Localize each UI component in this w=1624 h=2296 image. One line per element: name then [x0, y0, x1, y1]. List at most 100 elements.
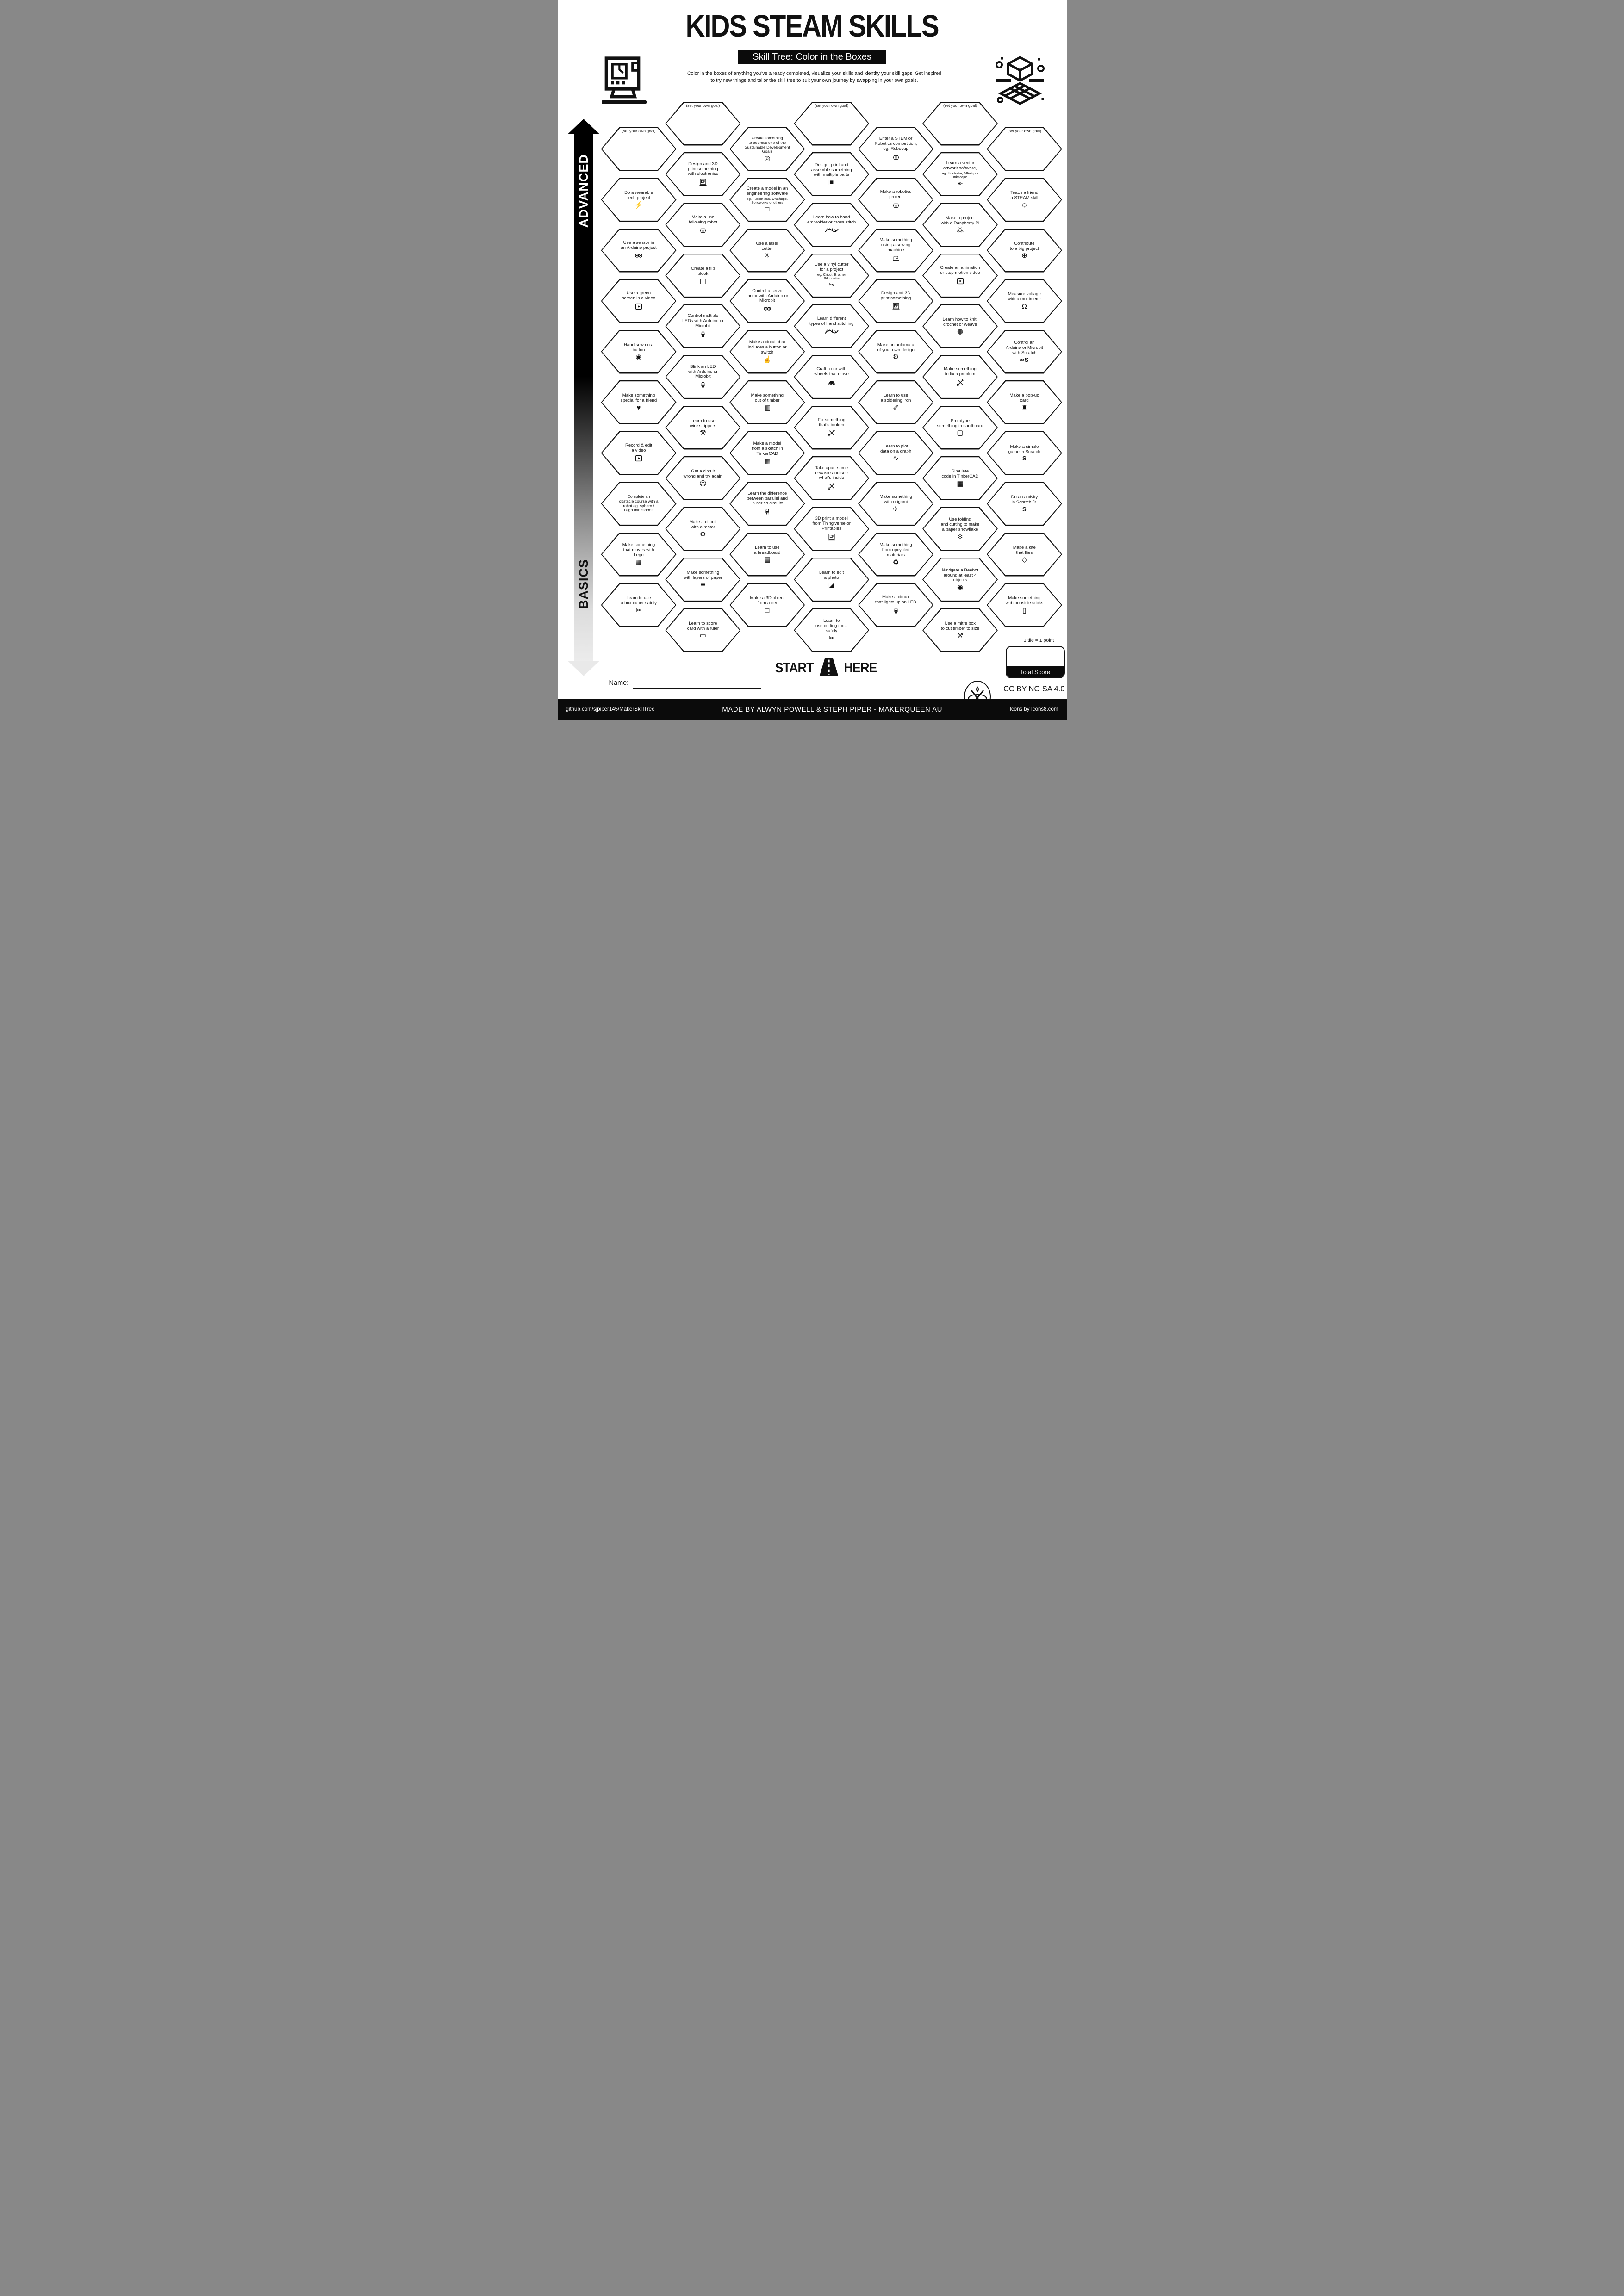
skill-hex[interactable]: Make something with origami ✈ [858, 482, 934, 526]
skill-hex[interactable]: Design, print and assemble something wit… [794, 152, 870, 196]
total-score-box[interactable]: Total Score [1005, 646, 1065, 678]
skill-hex[interactable]: Make a circuit that lights up an LED [858, 583, 934, 627]
github-link[interactable]: github.com/sjpiper145/MakerSkillTree [566, 707, 655, 712]
skill-hex[interactable]: Make a circuit that includes a button or… [729, 329, 805, 374]
skill-hex[interactable]: Do a wearable tech project ⚡ [601, 178, 677, 222]
hex-label: Complete an obstacle course with a robot… [619, 494, 659, 513]
skill-hex[interactable]: Learn to use a soldering iron ✐ [858, 380, 934, 424]
goal-hex[interactable]: (set your own goal) [665, 101, 741, 146]
skill-hex[interactable]: Design and 3D print something with elect… [665, 152, 741, 196]
skill-hex[interactable]: Use folding and cutting to make a paper … [922, 507, 998, 551]
skill-hex[interactable]: Make something special for a friend ♥ [601, 380, 677, 424]
hex-label: Contribute to a big project [1009, 241, 1039, 251]
name-line[interactable] [633, 688, 761, 689]
skill-hex[interactable]: Create a flip blook ◫ [665, 254, 741, 298]
icons8-credit[interactable]: Icons by Icons8.com [1009, 707, 1058, 712]
goal-hex[interactable]: (set your own goal) [794, 101, 870, 146]
skill-hex[interactable]: Control multiple LEDs with Arduino or Mi… [665, 304, 741, 348]
skill-hex[interactable]: Use a vinyl cutter for a project eg. Cric… [794, 254, 870, 298]
skill-hex[interactable]: Record & edit a video [601, 431, 677, 475]
skill-hex[interactable]: Make something from upcycled materials ♻ [858, 532, 934, 577]
skill-hex[interactable]: Fix something that's broken [794, 405, 870, 450]
skill-hex[interactable]: Learn to use wire strippers ⚒ [665, 405, 741, 450]
skill-hex[interactable]: Learn different types of hand stitching [794, 304, 870, 348]
photo-icon: ◪ [828, 581, 835, 589]
skill-hex[interactable]: Learn to score card with a ruler ▭ [665, 608, 741, 652]
hex-label: Take apart some e-waste and see what's i… [815, 465, 848, 481]
skill-hex[interactable]: Use a green screen in a video [601, 279, 677, 323]
skill-hex[interactable]: Make a simple game in Scratch S [986, 431, 1062, 475]
skill-hex[interactable]: Simulate code in TinkerCAD ▦ [922, 456, 998, 500]
skill-hex[interactable]: Make something with layers of paper ≣ [665, 558, 741, 602]
skill-hex[interactable]: Learn to plot data on a graph ∿ [858, 431, 934, 475]
skill-hex[interactable]: Learn how to hand embroider or cross sti… [794, 203, 870, 247]
skill-hex[interactable]: Make something to fix a problem [922, 355, 998, 399]
skill-hex[interactable]: Do an activity in Scratch Jr. S [986, 482, 1062, 526]
skill-hex[interactable]: Hand sew on a button ◉ [601, 329, 677, 374]
skill-hex[interactable]: Create something to address one of the S… [729, 127, 805, 171]
skill-hex[interactable]: Make an automata of your own design ⚙ [858, 329, 934, 374]
skill-hex[interactable]: Measure voltage with a multimeter Ω [986, 279, 1062, 323]
skill-hex[interactable]: Prototype something in cardboard ▢ [922, 405, 998, 450]
hex-fill [602, 584, 676, 626]
skill-hex[interactable]: Make a project with a Raspberry Pi ⁂ [922, 203, 998, 247]
skill-hex[interactable]: Contribute to a big project ⊕ [986, 228, 1062, 273]
skill-hex[interactable]: Enter a STEM or Robotics competition, eg… [858, 127, 934, 171]
hex-label: Use folding and cutting to make a paper … [940, 517, 980, 532]
hex-fill [859, 432, 933, 474]
skill-hex[interactable]: Learn to use cutting tools safely ✂ [794, 608, 870, 652]
skill-hex[interactable]: Design and 3D print something [858, 279, 934, 323]
3d-printer-illustration [601, 55, 648, 109]
skill-hex[interactable]: Control a servo motor with Arduino or Mi… [729, 279, 805, 323]
skill-hex[interactable]: Make something that moves with Lego ▦ [601, 532, 677, 577]
skill-hex[interactable]: Craft a car with wheels that move [794, 355, 870, 399]
skill-hex[interactable]: Learn how to knit, crochet or weave ◍ [922, 304, 998, 348]
skill-hex[interactable]: Take apart some e-waste and see what's i… [794, 456, 870, 500]
skill-hex[interactable]: Use a laser cutter ✳ [729, 228, 805, 273]
hex-content: Blink an LED with Arduino or Microbit [665, 355, 740, 399]
skill-hex[interactable]: Learn the difference between parallel an… [729, 482, 805, 526]
score-write-area[interactable] [1007, 647, 1064, 666]
goal-hex[interactable]: (set your own goal) [986, 127, 1062, 171]
skill-hex[interactable]: Teach a friend a STEAM skill ☺ [986, 178, 1062, 222]
skill-hex[interactable]: Learn to use a breadboard ▤ [729, 532, 805, 577]
hex-label: Create a flip blook [691, 266, 715, 276]
skill-hex[interactable]: Control an Arduino or Microbit with Scra… [986, 329, 1062, 374]
hex-label: 3D print a model from Thingiverse or Pri… [812, 516, 851, 531]
skill-hex[interactable]: Learn to use a box cutter safely ✂ [601, 583, 677, 627]
skill-hex[interactable]: Blink an LED with Arduino or Microbit [665, 355, 741, 399]
skill-hex[interactable]: Make a kite that flies ◇ [986, 532, 1062, 577]
skill-hex[interactable]: Create an animation or stop motion video [922, 254, 998, 298]
skill-hex[interactable]: Navigate a Beebot around at least 4 obje… [922, 558, 998, 602]
hex-fill [988, 128, 1061, 170]
skill-hex[interactable]: Make a circuit with a motor ⚙ [665, 507, 741, 551]
skill-hex[interactable]: Get a circuit wrong and try again ☹ [665, 456, 741, 500]
skill-hex[interactable]: Learn to edit a photo ◪ [794, 558, 870, 602]
hex-label: Do an activity in Scratch Jr. [1011, 495, 1038, 505]
hex-fill [730, 280, 804, 322]
skill-hex[interactable]: Complete an obstacle course with a robot… [601, 482, 677, 526]
skill-hex[interactable]: Use a mitre box to cut timber to size ⚒ [922, 608, 998, 652]
skill-hex[interactable]: Make something using a sewing machine [858, 228, 934, 273]
skill-hex[interactable]: Make something with popsicle sticks ▯ [986, 583, 1062, 627]
skill-hex[interactable]: Make something out of timber ▥ [729, 380, 805, 424]
skill-hex[interactable]: Learn a vector artwork software, eg. Illu… [922, 152, 998, 196]
skill-hex[interactable]: Make a pop-up card ♜ [986, 380, 1062, 424]
skill-hex[interactable]: Make a robotics project [858, 178, 934, 222]
skill-hex[interactable]: Make a model from a sketch in TinkerCAD ▦ [729, 431, 805, 475]
hex-fill [923, 609, 997, 652]
skill-hex[interactable]: Use a sensor in an Arduino project [601, 228, 677, 273]
led-icon [762, 507, 773, 516]
goal-hex[interactable]: (set your own goal) [922, 101, 998, 146]
skill-hex[interactable]: Make a line following robot [665, 203, 741, 247]
hex-fill [602, 483, 676, 525]
skill-hex[interactable]: Create a model in an engineering softwar… [729, 178, 805, 222]
hex-content: Use folding and cutting to make a paper … [922, 507, 998, 551]
goal-hex[interactable]: (set your own goal) [601, 127, 677, 171]
skill-hex[interactable]: 3D print a model from Thingiverse or Pri… [794, 507, 870, 551]
popup-card-icon: ♜ [1021, 403, 1028, 412]
hex-label: Get a circuit wrong and try again [683, 469, 723, 479]
skill-hex[interactable]: Make a 3D object from a net □ [729, 583, 805, 627]
hex-label: Use a green screen in a video [622, 291, 656, 301]
hex-content: Make a 3D object from a net □ [729, 583, 805, 627]
